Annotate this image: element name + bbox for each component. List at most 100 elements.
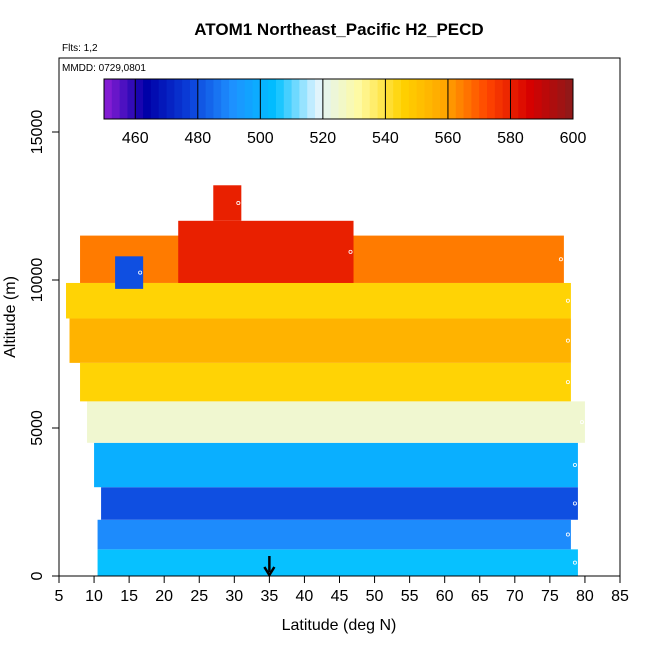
sample-marker [565,338,570,343]
x-tick-label: 5 [55,588,64,605]
colorbar-swatch [463,79,472,119]
heatmap-region-9 [178,220,354,283]
date-label: MMDD: 0729,0801 [62,63,146,74]
colorbar-swatch [432,79,441,119]
colorbar-swatch [518,79,527,119]
heatmap-region-0 [97,549,578,576]
x-tick-label: 55 [401,588,419,605]
colorbar-swatch [268,79,277,119]
heatmap-region-2 [101,487,578,520]
colorbar-swatch [252,79,261,119]
colorbar-swatch [361,79,371,119]
colorbar-swatch [127,79,136,119]
colorbar-tick-label: 560 [435,130,462,147]
sample-marker [565,532,570,537]
x-tick-label: 80 [576,588,594,605]
y-tick-label: 10000 [29,258,46,303]
colorbar-swatch [111,79,121,119]
colorbar-swatch [166,79,175,119]
sample-marker [572,560,577,565]
colorbar-tick-label: 600 [560,130,587,147]
x-tick-label: 20 [155,588,173,605]
colorbar-swatch [244,79,254,119]
colorbar-swatch [143,79,152,119]
x-tick-label: 75 [541,588,559,605]
colorbar-swatch [424,79,433,119]
colorbar-swatch [189,79,199,119]
colorbar-swatch [487,79,496,119]
x-tick-label: 30 [225,588,243,605]
colorbar-swatch [229,79,238,119]
heatmap-region-1 [97,519,571,550]
colorbar-swatch [526,79,535,119]
chart-title: ATOM1 Northeast_Pacific H2_PECD [194,20,483,39]
colorbar-swatch [158,79,168,119]
x-tick-label: 60 [436,588,454,605]
heatmap-region-5 [80,362,571,402]
colorbar-swatch [104,79,113,119]
x-tick-label: 50 [366,588,384,605]
x-tick-label: 45 [331,588,349,605]
x-tick-label: 35 [260,588,278,605]
sample-marker [572,501,577,506]
sample-marker [558,257,563,262]
sample-marker [572,462,577,467]
x-tick-label: 15 [120,588,138,605]
colorbar-swatch [565,79,574,119]
heatmap-cells [66,185,585,576]
colorbar-tick-label: 460 [122,130,149,147]
colorbar-swatch [541,79,551,119]
x-tick-label: 65 [471,588,489,605]
sample-marker [565,298,570,303]
sample-markers [138,201,584,565]
colorbar-swatch [283,79,293,119]
colorbar-tick-label: 500 [247,130,274,147]
colorbar-swatch [330,79,339,119]
colorbar-swatch [393,79,402,119]
colorbar-swatch [135,79,144,119]
colorbar-swatch [307,79,316,119]
y-tick-label: 5000 [29,410,46,446]
colorbar-swatch [182,79,191,119]
colorbar-tick-label: 580 [497,130,524,147]
y-axis-label: Altitude (m) [2,276,19,358]
colorbar-swatch [213,79,222,119]
colorbar-swatch [174,79,183,119]
colorbar-swatch [494,79,504,119]
colorbar-swatch [377,79,386,119]
colorbar-swatch [510,79,519,119]
colorbar: 460 480 500 520 540 560 580 600 [103,78,587,147]
colorbar-tick-label: 540 [372,130,399,147]
colorbar-swatch [549,79,558,119]
colorbar-swatch [502,79,511,119]
colorbar-swatch [447,79,457,119]
colorbar-tick-label: 520 [310,130,337,147]
y-tick-label: 15000 [29,110,46,155]
colorbar-swatch [354,79,363,119]
x-axis-label: Latitude (deg N) [282,617,397,634]
sample-marker [565,380,570,385]
colorbar-swatch [236,79,246,119]
colorbar-swatch [322,79,332,119]
colorbar-swatch [299,79,308,119]
flights-label: Flts: 1,2 [62,43,98,54]
colorbar-swatch [369,79,379,119]
colorbar-swatch [119,79,128,119]
sample-marker [348,249,353,254]
colorbar-swatch [205,79,214,119]
colorbar-swatch [221,79,230,119]
colorbar-swatch [315,79,324,119]
arrow-head [263,566,276,578]
heatmap-region-6 [69,318,571,363]
colorbar-swatch [416,79,425,119]
y-axis: 0 5000 10000 15000 [29,110,59,580]
colorbar-swatch [346,79,355,119]
sample-marker [236,201,241,206]
colorbar-tick-label: 480 [184,130,211,147]
latitude-marker-arrow [263,556,276,578]
colorbar-swatch [408,79,418,119]
colorbar-swatch [260,79,269,119]
x-tick-label: 85 [611,588,629,605]
colorbar-swatch [471,79,480,119]
